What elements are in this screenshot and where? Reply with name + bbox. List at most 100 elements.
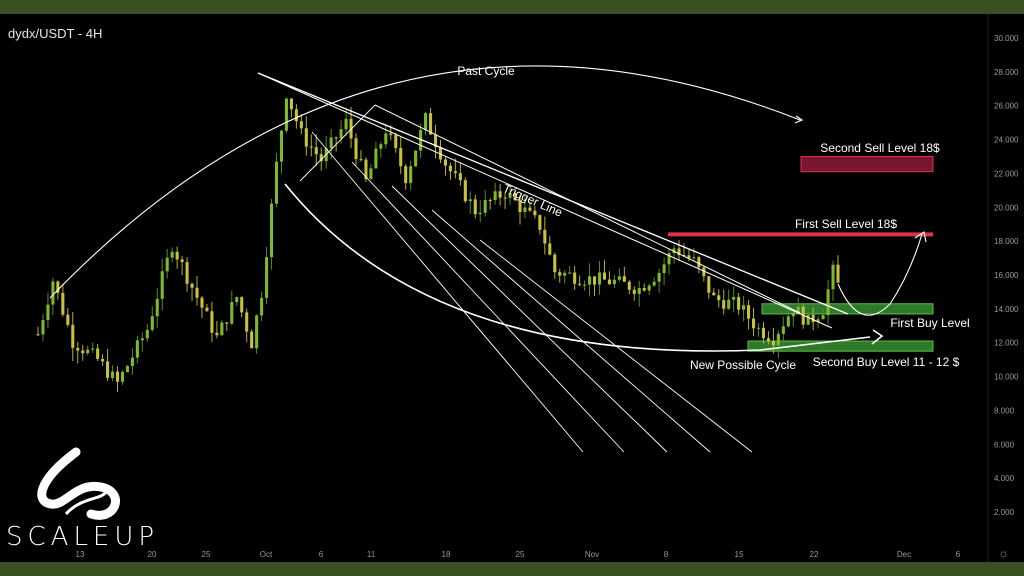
candle-body xyxy=(607,279,611,285)
candle-body xyxy=(583,284,587,286)
candle-body xyxy=(235,297,239,303)
projection-arrow-icon xyxy=(914,231,927,243)
candle-body xyxy=(120,371,125,382)
candle-body xyxy=(697,257,701,268)
candle-body xyxy=(468,199,472,202)
candle-body xyxy=(543,229,547,244)
y-tick-label: 24.000 xyxy=(994,136,1019,145)
candle-body xyxy=(96,348,100,359)
candle-body xyxy=(588,276,592,285)
candle-body xyxy=(314,147,318,155)
brand-name: SCALEUP xyxy=(6,522,160,552)
second-sell-label: Second Sell Level 18$ xyxy=(820,141,940,155)
trend-lines xyxy=(49,65,927,453)
candle-body xyxy=(230,302,234,324)
candle-body xyxy=(294,109,298,122)
candle-body xyxy=(76,347,80,351)
candle-body xyxy=(523,207,527,213)
fan-line-4 xyxy=(431,209,711,453)
settings-icon[interactable]: ☼ xyxy=(998,546,1009,560)
candle-body xyxy=(155,298,159,317)
x-tick-label: 8 xyxy=(664,550,669,559)
candle-body xyxy=(429,113,433,135)
candle-body xyxy=(717,295,721,301)
candle-body xyxy=(771,341,775,346)
candle-body xyxy=(796,306,800,313)
candle-body xyxy=(339,129,343,139)
candle-body xyxy=(71,324,75,348)
candle-body xyxy=(215,332,219,336)
fan-line-1 xyxy=(311,131,584,453)
candle-body xyxy=(433,134,438,147)
candle-body xyxy=(369,168,373,180)
candle-body xyxy=(821,315,825,320)
candle-body xyxy=(508,193,512,198)
past-cycle-arc xyxy=(49,65,801,299)
candle-body xyxy=(761,327,766,339)
candle-body xyxy=(553,254,557,273)
price-chart[interactable]: 30.000 28.000 26.000 24.000 22.000 20.000 18.0… xyxy=(0,14,1024,562)
new-cycle-arrow-icon xyxy=(871,329,884,345)
candle-body xyxy=(568,272,572,274)
candle-body xyxy=(66,314,70,325)
candle-body xyxy=(260,297,264,316)
level-zones xyxy=(668,156,934,352)
candle-body xyxy=(81,350,85,354)
candle-body xyxy=(811,314,815,323)
y-tick-label: 14.000 xyxy=(994,305,1019,314)
candle-body xyxy=(573,272,577,284)
candle-body xyxy=(419,129,423,151)
candle-body xyxy=(379,144,383,149)
candle-body xyxy=(309,146,313,148)
candle-body xyxy=(190,283,194,288)
candle-body xyxy=(200,297,204,308)
chart-frame: 30.000 28.000 26.000 24.000 22.000 20.000 18.0… xyxy=(0,14,1024,562)
candle-body xyxy=(528,207,532,211)
candle-body xyxy=(602,272,606,280)
past-cycle-arrow-icon xyxy=(794,115,804,124)
candle-body xyxy=(836,264,840,283)
x-tick-label: 6 xyxy=(956,550,961,559)
candle-body xyxy=(657,272,661,282)
candle-body xyxy=(359,159,363,161)
candle-body xyxy=(453,171,457,174)
candle-body xyxy=(210,311,214,333)
candle-body xyxy=(394,135,398,149)
candle-body xyxy=(319,154,323,162)
candle-body xyxy=(180,259,184,263)
candle-body xyxy=(742,305,746,310)
y-tick-label: 20.000 xyxy=(994,203,1019,212)
y-tick-label: 26.000 xyxy=(994,102,1019,111)
candle-body xyxy=(548,243,552,255)
first-buy-label: First Buy Level xyxy=(890,316,969,330)
candle-body xyxy=(682,255,686,257)
candle-body xyxy=(503,197,507,199)
candle-body xyxy=(165,257,169,272)
y-tick-label: 12.000 xyxy=(994,339,1019,348)
channel-line-second xyxy=(374,104,801,314)
candle-body xyxy=(533,210,537,216)
fan-line-2 xyxy=(351,161,625,453)
y-axis: 30.000 28.000 26.000 24.000 22.000 20.000 18.0… xyxy=(987,14,1019,562)
candle-body xyxy=(488,200,492,202)
y-tick-label: 8.000 xyxy=(994,406,1015,415)
second-buy-label: Second Buy Level 11 - 12 $ xyxy=(813,355,960,369)
channel-line-top xyxy=(257,72,833,329)
candle-body xyxy=(558,272,562,276)
candle-body xyxy=(438,146,443,160)
candle-body xyxy=(563,272,567,276)
candle-body xyxy=(384,133,388,145)
candle-body xyxy=(299,121,303,129)
candle-body xyxy=(175,251,179,260)
candle-body xyxy=(617,276,621,280)
candle-body xyxy=(135,340,139,358)
candle-body xyxy=(518,200,522,213)
second-buy-zone xyxy=(747,340,934,352)
candle-body xyxy=(304,128,308,147)
first-sell-line xyxy=(668,232,933,237)
candle-body xyxy=(786,316,790,327)
x-tick-label: Dec xyxy=(897,550,911,559)
candle-body xyxy=(279,130,284,162)
candle-body xyxy=(101,358,105,362)
candle-body xyxy=(732,297,736,300)
